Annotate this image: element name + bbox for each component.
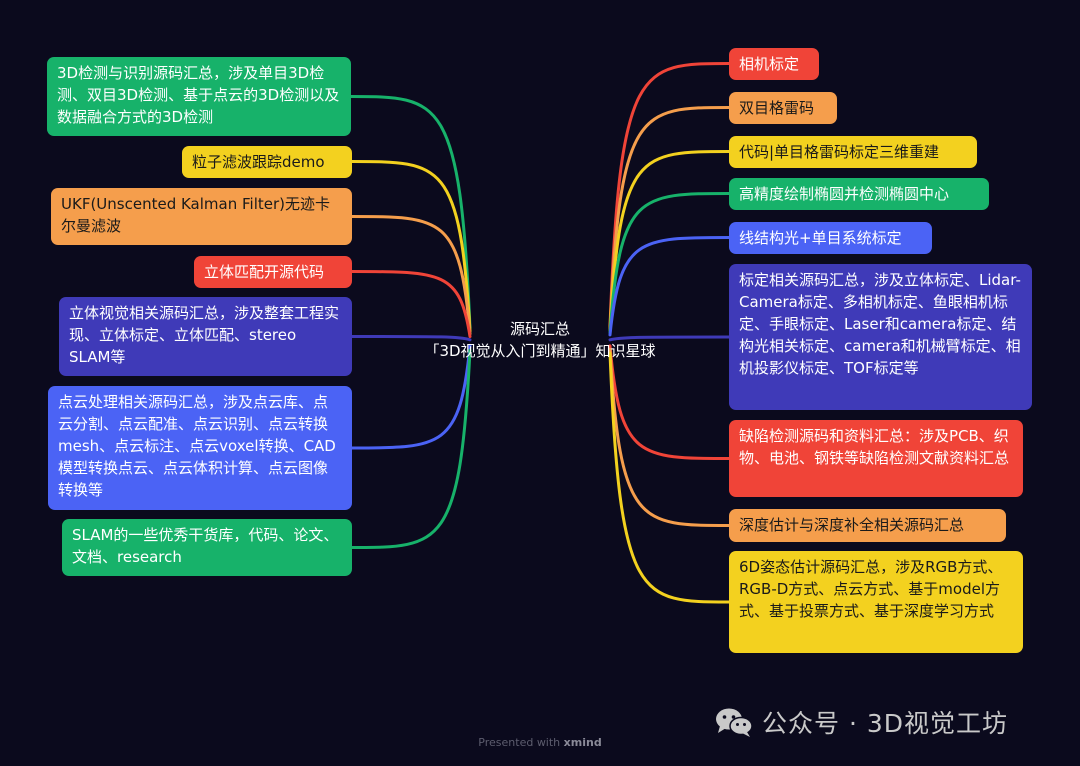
central-topic[interactable]: 源码汇总 「3D视觉从入门到精通」知识星球 [380, 312, 700, 368]
footer-prefix: Presented with [478, 736, 561, 749]
topic-ellipse-detection[interactable]: 高精度绘制椭圆并检测椭圆中心 [729, 178, 989, 210]
topic-point-cloud[interactable]: 点云处理相关源码汇总，涉及点云库、点云分割、点云配准、点云识别、点云转换mesh… [48, 386, 352, 510]
topic-calibration-summary[interactable]: 标定相关源码汇总，涉及立体标定、Lidar-Camera标定、多相机标定、鱼眼相… [729, 264, 1032, 410]
wechat-icon [716, 708, 753, 737]
topic-stereo-matching[interactable]: 立体匹配开源代码 [194, 256, 352, 288]
topic-ukf[interactable]: UKF(Unscented Kalman Filter)无迹卡尔曼滤波 [51, 188, 352, 245]
footer-credit: Presented with xmind [0, 736, 1080, 749]
connector-right-2 [608, 150, 731, 333]
connector-right-8 [608, 351, 731, 604]
topic-mono-gray-code[interactable]: 代码|单目格雷码标定三维重建 [729, 136, 977, 168]
central-topic-title: 源码汇总 [509, 320, 570, 338]
connector-right-6 [608, 344, 731, 460]
topic-3d-detection[interactable]: 3D检测与识别源码汇总，涉及单目3D检测、双目3D检测、基于点云的3D检测以及数… [47, 57, 351, 136]
topic-stereo-vision[interactable]: 立体视觉相关源码汇总，涉及整套工程实现、立体标定、立体匹配、stereo SLA… [59, 297, 352, 376]
topic-line-structured-light[interactable]: 线结构光+单目系统标定 [729, 222, 932, 254]
watermark: 公众号 · 3D视觉工坊 [714, 700, 1008, 744]
connector-left-0 [349, 95, 472, 330]
connector-right-3 [608, 192, 731, 335]
connector-left-4 [350, 335, 472, 342]
footer-brand: xmind [563, 736, 602, 749]
topic-stereo-gray-code[interactable]: 双目格雷码 [729, 92, 837, 124]
connector-right-4 [608, 236, 731, 337]
topic-camera-calibration[interactable]: 相机标定 [729, 48, 819, 80]
topic-depth-estimation[interactable]: 深度估计与深度补全相关源码汇总 [729, 509, 1006, 542]
topic-defect-detection[interactable]: 缺陷检测源码和资料汇总：涉及PCB、织物、电池、钢铁等缺陷检测文献资料汇总 [729, 420, 1023, 497]
connector-left-2 [350, 215, 472, 336]
connector-right-1 [608, 106, 731, 330]
connector-left-1 [350, 160, 472, 333]
connector-right-7 [608, 347, 731, 527]
central-topic-subtitle: 「3D视觉从入门到精通」知识星球 [424, 342, 656, 360]
topic-slam[interactable]: SLAM的一些优秀干货库，代码、论文、文档、research [62, 519, 352, 576]
topic-6d-pose[interactable]: 6D姿态估计源码汇总，涉及RGB方式、RGB-D方式、点云方式、基于model方… [729, 551, 1023, 653]
connector-left-6 [350, 348, 472, 549]
watermark-text: 公众号 · 3D视觉工坊 [762, 709, 1008, 738]
connector-right-5 [608, 335, 731, 342]
connector-left-5 [350, 343, 472, 450]
topic-particle-filter[interactable]: 粒子滤波跟踪demo [182, 146, 352, 178]
connector-left-3 [350, 270, 472, 339]
